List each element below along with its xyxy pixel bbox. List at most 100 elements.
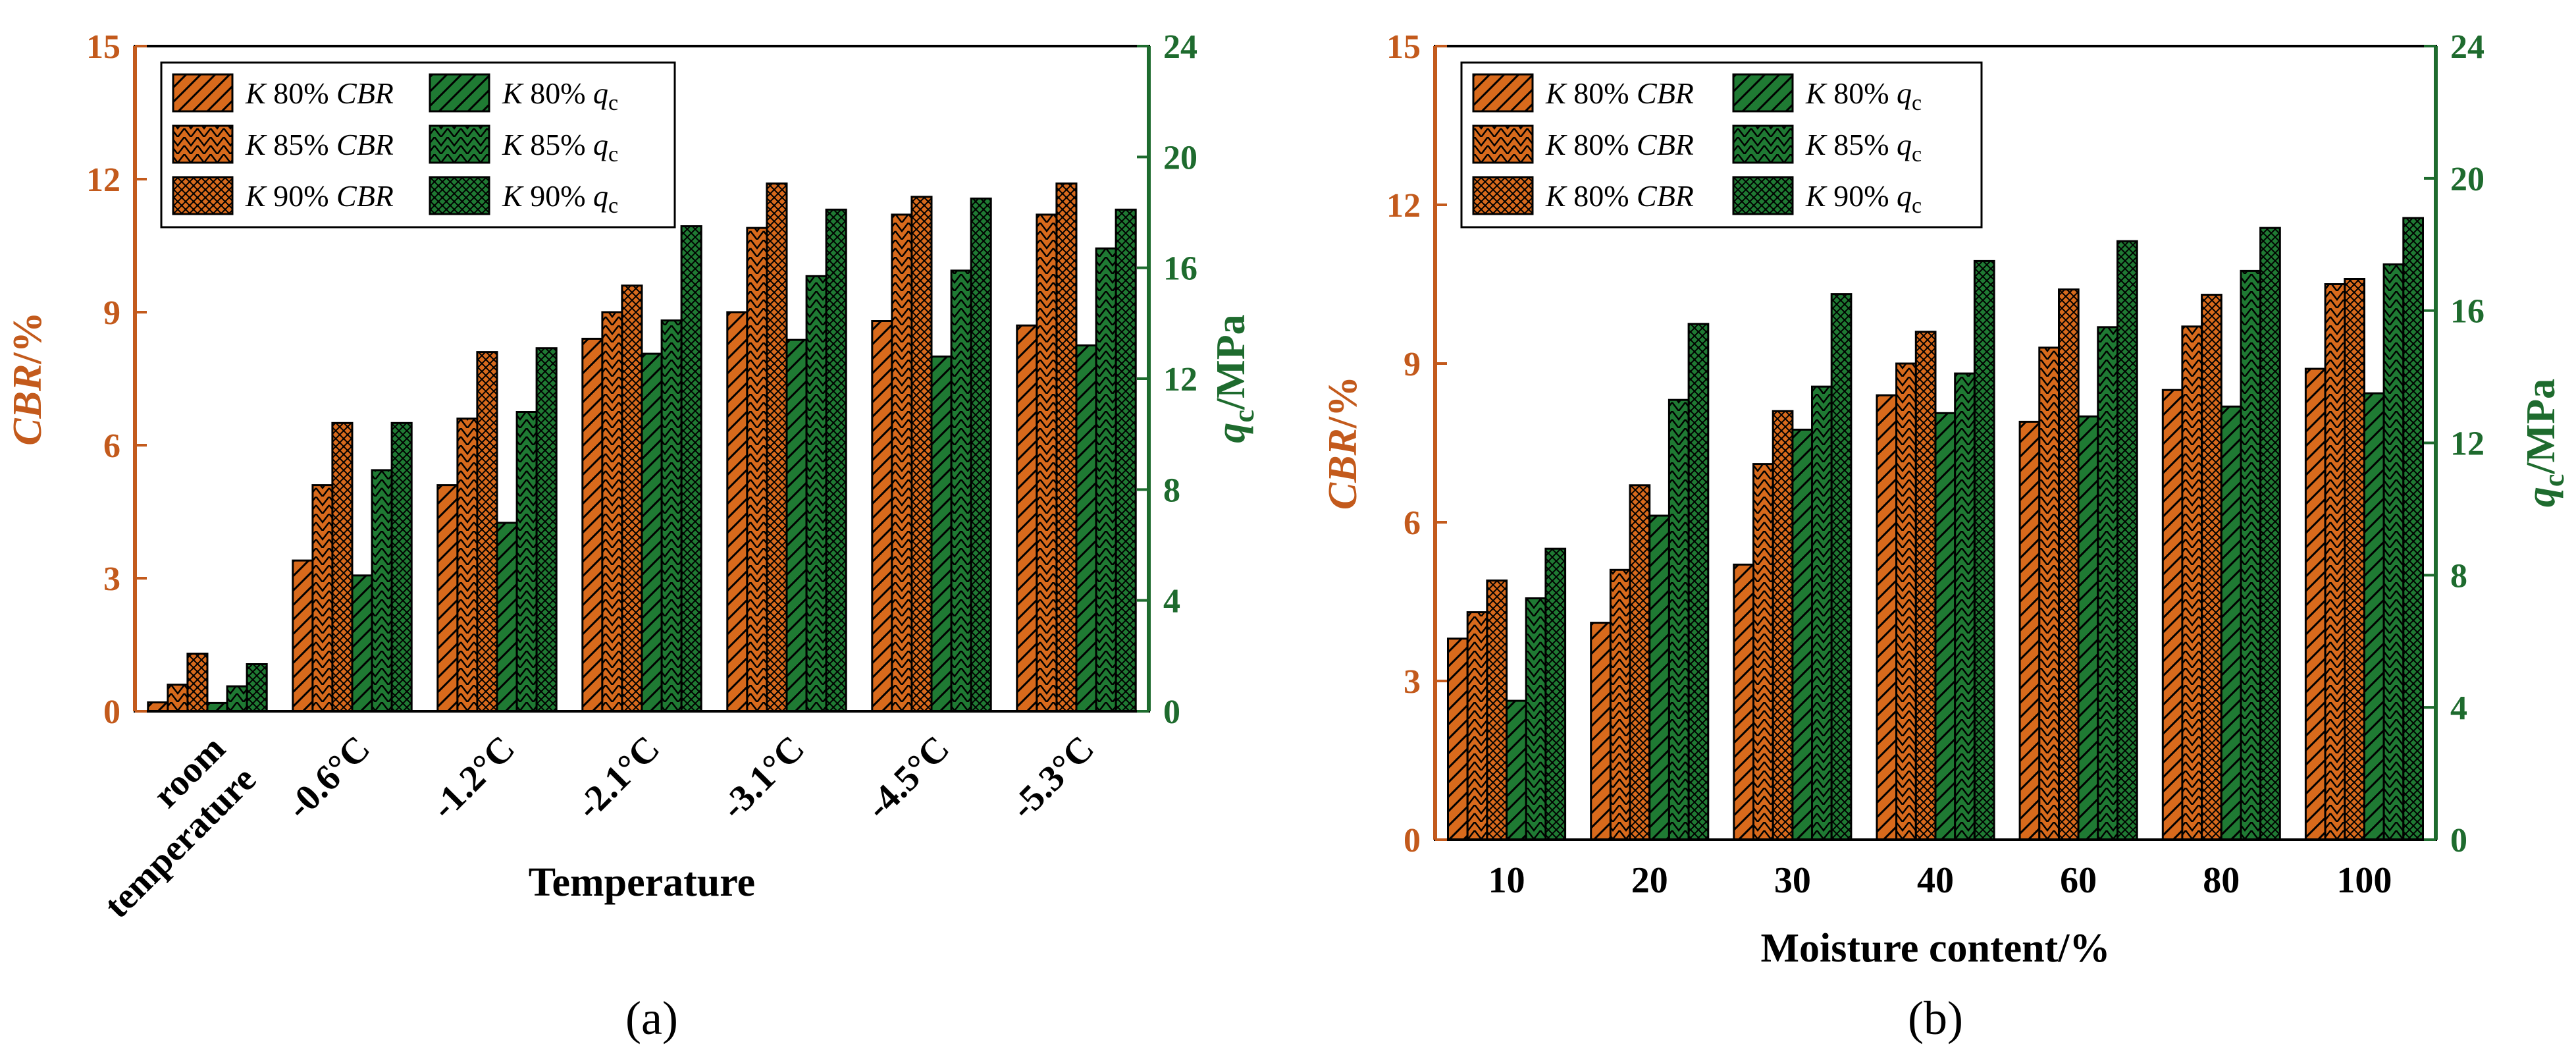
bar-k-85-qc-4 <box>805 275 828 713</box>
right-tick-label: 16 <box>1163 250 1197 288</box>
legend-swatch <box>172 73 234 113</box>
bar-k-90-cbr-4 <box>2058 288 2080 841</box>
bar-k-80-qc-6 <box>1075 344 1097 713</box>
bar-k-90-qc-6 <box>2402 217 2425 841</box>
right-axis-title: qc/MPa <box>2519 379 2570 507</box>
bar-k-80-qc-4 <box>785 339 808 713</box>
bar-k-90-cbr-0 <box>186 653 209 713</box>
bar-k-85-qc-0 <box>1525 597 1547 841</box>
bar-k-85-cbr-3 <box>1895 362 1917 841</box>
legend-label: K 80% CBR <box>245 76 394 110</box>
bar-k-80-cbr-3 <box>1876 394 1898 841</box>
bar-k-80-qc-2 <box>496 522 518 713</box>
bar-k-80-qc-0 <box>1506 699 1527 841</box>
left-tick-label: 9 <box>1404 346 1421 383</box>
panel-label: (b) <box>1908 992 1963 1045</box>
bar-k-90-qc-5 <box>970 198 992 713</box>
bar-k-80-cbr-6 <box>2304 367 2326 841</box>
bar-k-90-qc-2 <box>1830 293 1853 841</box>
legend-label: K 80% qc <box>502 76 618 115</box>
bar-k-90-cbr-6 <box>1055 182 1078 713</box>
legend-swatch <box>1472 124 1534 164</box>
bar-k-80-cbr-2 <box>436 484 459 713</box>
bar-k-85-qc-6 <box>1095 247 1117 713</box>
bar-k-80-cbr-2 <box>1733 563 1755 841</box>
legend-swatch <box>1732 73 1794 113</box>
left-tick-label: 3 <box>103 560 120 598</box>
bar-k-90-cbr-2 <box>1772 410 1794 841</box>
bar-k-85-qc-1 <box>371 469 393 713</box>
bar-k-85-cbr-4 <box>2038 346 2061 841</box>
bar-k-90-cbr-6 <box>2344 278 2366 841</box>
legend-swatch <box>1732 176 1794 215</box>
legend-label: K 80% qc <box>1805 76 1922 115</box>
bar-k-80-qc-1 <box>1648 514 1670 841</box>
right-tick-label: 20 <box>2450 161 2484 198</box>
bar-k-85-cbr-1 <box>311 484 334 713</box>
bar-k-85-qc-4 <box>2097 326 2119 841</box>
x-category-label: 10 <box>1488 860 1525 901</box>
right-tick-label: 8 <box>2450 557 2467 595</box>
left-tick-label: 9 <box>103 294 120 332</box>
legend-label: K 85% qc <box>1805 128 1922 167</box>
right-tick-label: 8 <box>1163 472 1180 509</box>
right-tick-label: 24 <box>2450 28 2484 66</box>
legend-label: K 90% qc <box>502 179 618 218</box>
bar-k-90-cbr-3 <box>1914 331 1937 841</box>
left-tick-label: 0 <box>1404 822 1421 859</box>
legend-label: K 80% CBR <box>1545 179 1694 213</box>
bar-k-85-qc-3 <box>660 319 683 713</box>
bar-k-80-cbr-5 <box>871 320 893 713</box>
left-axis-title: CBR/% <box>5 312 50 445</box>
bar-k-80-qc-5 <box>2220 405 2242 841</box>
bar-k-85-cbr-4 <box>746 227 768 713</box>
right-tick-label: 16 <box>2450 293 2484 331</box>
bar-k-85-cbr-1 <box>1609 568 1631 841</box>
x-category-label: 40 <box>1917 860 1954 901</box>
bar-k-90-qc-4 <box>2116 240 2138 841</box>
bar-k-90-qc-3 <box>680 225 702 713</box>
bar-k-90-qc-2 <box>535 347 558 713</box>
right-tick-label: 0 <box>1163 693 1180 731</box>
bar-k-90-cbr-2 <box>476 351 498 713</box>
left-tick-label: 3 <box>1404 663 1421 701</box>
bar-k-80-cbr-1 <box>1590 622 1612 841</box>
x-category-label: 20 <box>1631 860 1668 901</box>
bar-k-90-cbr-1 <box>1629 484 1651 841</box>
bar-k-90-qc-1 <box>1687 323 1710 841</box>
x-category-label: 30 <box>1774 860 1811 901</box>
legend-swatch <box>429 176 490 215</box>
right-tick-label: 4 <box>1163 583 1180 620</box>
x-category-label: -1.2°C <box>423 728 523 827</box>
legend-box <box>1460 61 1983 229</box>
legend-swatch <box>172 124 234 164</box>
bar-k-90-qc-0 <box>1544 547 1567 841</box>
bar-k-85-qc-3 <box>1954 372 1976 841</box>
right-tick-label: 24 <box>1163 28 1197 66</box>
bar-k-80-cbr-1 <box>292 559 314 713</box>
x-category-label: 80 <box>2203 860 2240 901</box>
left-tick-label: 15 <box>1386 28 1421 66</box>
bar-k-85-qc-6 <box>2382 263 2405 841</box>
bar-k-85-cbr-0 <box>167 684 189 713</box>
right-tick-label: 12 <box>2450 425 2484 463</box>
chart-panel-b: 0 3 6 9 12 15 0 4 8 12 16 20 24 10 20 30 40 60 80 100 Moistu… <box>1321 28 2570 1045</box>
bar-k-90-cbr-4 <box>766 182 788 713</box>
bar-k-80-qc-5 <box>930 355 953 713</box>
chart-panel-a: 0 3 6 9 12 15 0 4 8 12 16 20 24 roomtemperature -0.6°C… <box>5 28 1260 1045</box>
bar-k-80-qc-4 <box>2077 415 2099 841</box>
bar-k-80-qc-3 <box>641 352 663 713</box>
legend-swatch <box>1732 124 1794 164</box>
right-tick-label: 20 <box>1163 139 1197 176</box>
bar-k-80-cbr-4 <box>726 311 749 713</box>
bar-k-85-cbr-2 <box>456 418 479 713</box>
bar-k-85-qc-2 <box>515 411 538 713</box>
legend-label: K 90% qc <box>1805 179 1922 218</box>
x-category-label: -3.1°C <box>713 728 812 827</box>
bar-k-90-qc-5 <box>2259 227 2281 841</box>
legend-label: K 80% CBR <box>1545 128 1694 161</box>
bar-k-80-cbr-5 <box>2161 389 2184 841</box>
left-tick-label: 12 <box>86 161 120 199</box>
bar-k-90-cbr-5 <box>910 196 933 713</box>
bar-k-85-cbr-6 <box>1036 213 1058 713</box>
